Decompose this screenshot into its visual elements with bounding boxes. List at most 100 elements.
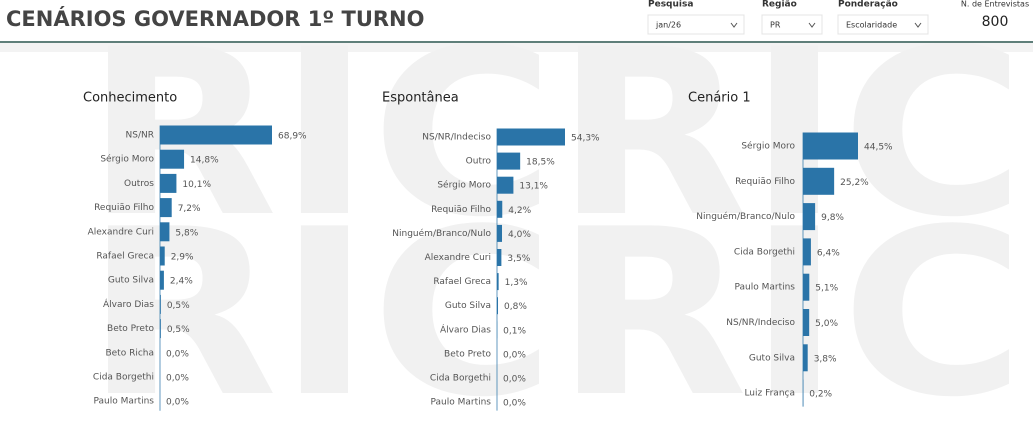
dropdown-chevron [914,22,922,28]
category-label: Sérgio Moro [100,154,154,165]
category-label: Cida Borgethi [430,374,491,384]
category-label: Guto Silva [749,353,795,363]
category-label: NS/NR/Indeciso [726,318,795,328]
value-label: 5,8% [175,228,198,238]
category-label: Guto Silva [445,301,491,311]
watermark-text: RICRIC [85,181,1025,444]
value-label: 5,0% [815,319,838,329]
value-label: 2,9% [171,253,194,263]
category-label: Rafael Greca [96,252,154,262]
value-label: 0,0% [166,349,189,359]
value-label: 4,0% [508,230,531,240]
bar [497,152,521,170]
interviews-label: N. de Entrevistas [961,0,1029,9]
filter-dropdown [761,14,823,35]
value-label: 5,1% [815,284,838,294]
category-label: Requião Filho [431,205,491,215]
value-label: 44,5% [864,143,893,153]
value-label: 0,0% [166,398,189,408]
bar [160,294,161,314]
bar [497,128,565,146]
category-label: Beto Preto [444,349,491,359]
filters: Pesquisa jan/26 Região PR Ponderação Escolari… [647,0,929,35]
category-label: Sérgio Moro [741,141,795,152]
value-label: 25,2% [840,178,869,188]
value-label: 18,5% [526,158,555,168]
category-label: Outro [466,157,492,167]
chart-title: Conhecimento [83,91,177,106]
value-label: 0,0% [166,374,189,384]
category-label: Requião Filho [94,203,154,213]
bar [160,173,177,193]
value-label: 0,0% [503,399,526,409]
value-label: 54,3% [571,134,600,144]
value-label: 7,2% [178,204,201,214]
value-label: 0,5% [167,301,190,311]
value-label: 0,5% [167,325,190,335]
chart-title: Cenário 1 [688,91,751,106]
filter-dropdown [647,14,745,35]
category-label: Beto Richa [105,348,154,358]
bar [803,238,811,266]
bar [803,309,810,336]
category-label: Ninguém/Branco/Nulo [392,228,491,239]
page-title: CENÁRIOS GOVERNADOR 1º TURNO [6,6,424,31]
category-label: NS/NR [126,131,154,141]
category-label: Ninguém/Branco/Nulo [696,211,795,222]
panel [0,52,1033,444]
value-label: 13,1% [519,182,548,192]
bar [497,224,503,242]
value-label: 0,8% [504,302,527,312]
filter-value: Escolaridade [846,21,897,30]
value-label: 3,5% [507,254,530,264]
bar [803,132,858,160]
interviews-value: 800 [982,14,1009,30]
bar [160,246,165,266]
value-label: 14,8% [190,156,219,166]
value-label: 3,8% [814,354,837,364]
value-label: 4,2% [508,206,531,216]
filter-label: Região [762,0,797,10]
value-label: 6,4% [817,248,840,258]
value-label: 0,0% [503,375,526,385]
bar [160,125,272,145]
dropdown-chevron [808,22,816,28]
bar [497,200,503,218]
category-label: Outros [124,179,154,189]
filter-label: Ponderação [838,0,898,10]
value-label: 2,4% [170,277,193,287]
bar [803,273,810,301]
category-label: Rafael Greca [433,277,491,287]
value-label: 0,0% [503,350,526,360]
value-label: 0,1% [503,326,526,336]
category-label: Álvaro Dias [440,323,491,335]
dropdown-chevron [730,22,738,28]
bar [803,203,816,231]
category-label: Sérgio Moro [437,180,491,191]
bar [160,149,185,169]
bar [803,167,835,195]
bar [160,270,164,290]
value-label: 1,3% [505,278,528,288]
category-label: Requião Filho [735,177,795,187]
category-label: Beto Preto [107,324,154,334]
category-label: Álvaro Dias [103,298,154,310]
filter-value: jan/26 [655,21,681,30]
bar [497,297,499,315]
category-label: Paulo Martins [93,397,154,407]
bar [160,222,170,242]
category-label: Cida Borgethi [734,247,795,257]
filter-value: PR [770,21,781,30]
category-label: Alexandre Curi [88,227,154,237]
filter-label: Pesquisa [648,0,693,10]
value-label: 68,9% [278,132,307,142]
bar [160,319,161,339]
bar [160,198,172,218]
bar [497,249,502,266]
filter-dropdown [837,14,929,35]
category-label: Guto Silva [108,276,154,286]
category-label: NS/NR/Indeciso [422,133,491,143]
